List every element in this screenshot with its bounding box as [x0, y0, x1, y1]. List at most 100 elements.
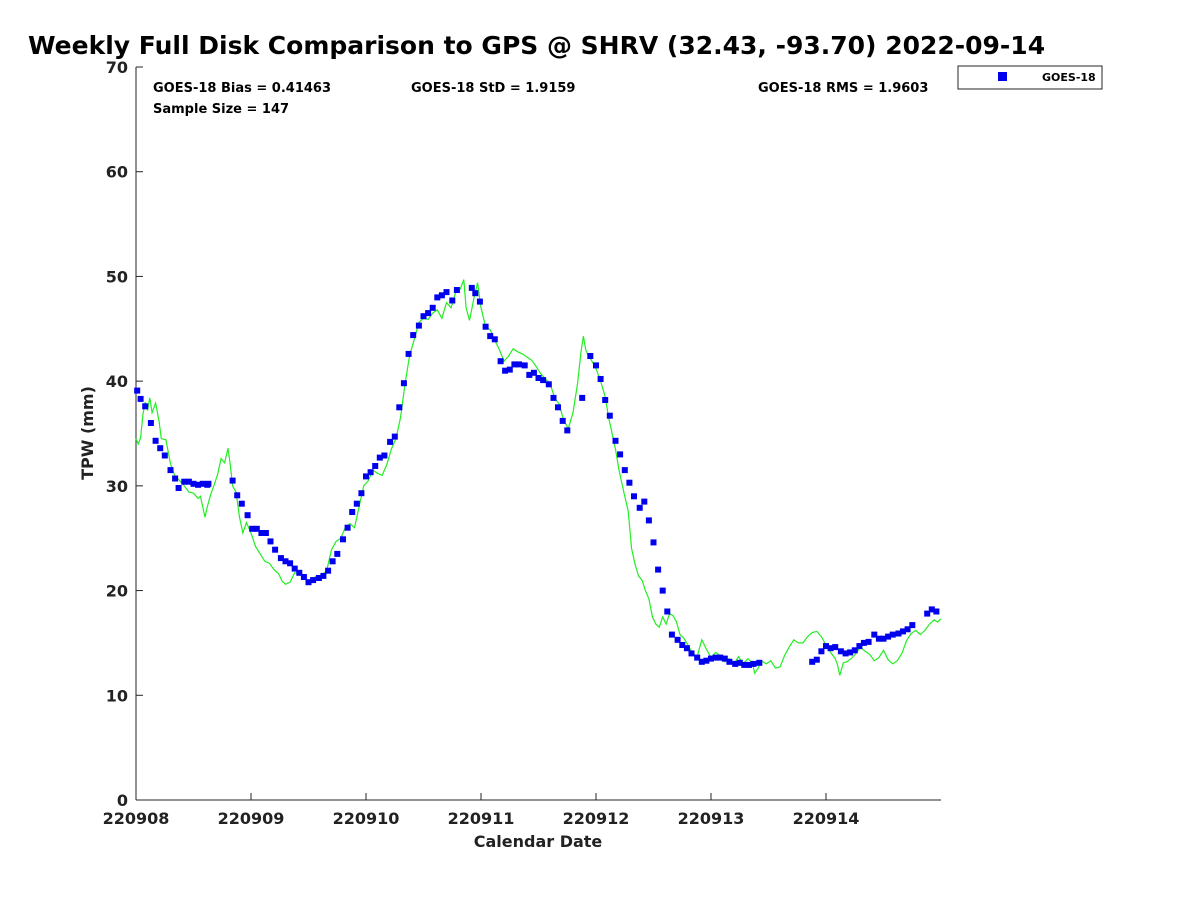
- legend: GOES-18: [957, 65, 1103, 90]
- goes-18-point: [291, 565, 298, 572]
- stat-bias: GOES-18 Bias = 0.41463: [153, 81, 331, 96]
- goes-18-point: [756, 659, 763, 666]
- goes-18-point: [895, 630, 902, 637]
- goes-18-point: [526, 371, 533, 378]
- goes-18-series: [134, 284, 940, 668]
- y-tick-label: 40: [106, 372, 128, 391]
- chart-title: Weekly Full Disk Comparison to GPS @ SHR…: [28, 31, 1045, 60]
- goes-18-point: [185, 478, 192, 485]
- goes-18-point: [679, 642, 686, 648]
- goes-18-point: [334, 550, 341, 557]
- goes-18-point: [933, 608, 940, 615]
- stat-sample-size: Sample Size = 147: [153, 102, 289, 117]
- goes-18-point: [300, 574, 307, 580]
- goes-18-point: [612, 437, 619, 444]
- goes-18-point: [472, 290, 479, 297]
- goes-18-point: [425, 310, 432, 317]
- goes-18-point: [721, 655, 728, 662]
- goes-18-point: [617, 451, 624, 458]
- goes-18-point: [262, 530, 269, 536]
- y-tick-label: 70: [106, 58, 128, 77]
- goes-18-point: [924, 610, 931, 617]
- goes-18-point: [234, 492, 241, 499]
- goes-18-point: [244, 512, 251, 519]
- goes-18-point: [310, 577, 317, 584]
- goes-18-point: [152, 437, 159, 444]
- goes-18-point: [847, 649, 854, 656]
- legend-label: GOES-18: [1042, 71, 1096, 84]
- goes-18-point: [267, 538, 274, 545]
- goes-18-point: [415, 322, 422, 329]
- goes-18-point: [453, 287, 460, 293]
- goes-18-point: [253, 525, 260, 532]
- goes-18-point: [434, 294, 441, 301]
- goes-18-point: [340, 536, 346, 543]
- goes-18-point: [587, 353, 594, 359]
- goes-18-point: [641, 498, 648, 505]
- goes-18-point: [134, 387, 141, 394]
- goes-18-point: [167, 467, 174, 474]
- goes-18-point: [353, 500, 360, 507]
- goes-18-point: [410, 332, 417, 339]
- goes-18-point: [885, 633, 892, 640]
- goes-18-point: [842, 650, 849, 657]
- y-tick-label: 20: [106, 582, 128, 601]
- goes-18-point: [438, 292, 445, 299]
- goes-18-point: [282, 558, 289, 565]
- x-axis-label: Calendar Date: [474, 832, 603, 851]
- goes-18-point: [449, 297, 456, 304]
- goes-18-point: [405, 350, 412, 357]
- y-tick-label: 10: [106, 686, 128, 705]
- x-tick-label: 220909: [218, 809, 285, 828]
- goes-18-point: [550, 394, 557, 401]
- goes-18-point: [429, 304, 436, 311]
- goes-18-point: [650, 539, 657, 546]
- goes-18-point: [516, 361, 522, 368]
- goes-18-point: [900, 628, 906, 635]
- goes-18-point: [827, 645, 834, 652]
- goes-18-point: [511, 361, 518, 368]
- goes-18-point: [631, 493, 637, 500]
- goes-18-point: [904, 626, 911, 633]
- goes-18-point: [376, 454, 383, 461]
- goes-18-point: [229, 477, 236, 484]
- x-tick-label: 220911: [448, 809, 515, 828]
- goes-18-point: [674, 636, 681, 643]
- goes-18-point: [381, 452, 388, 459]
- legend-marker: [998, 72, 1007, 81]
- goes-18-point: [880, 635, 887, 642]
- goes-18-point: [621, 467, 628, 474]
- goes-18-point: [837, 648, 844, 655]
- goes-18-point: [535, 375, 542, 381]
- goes-18-point: [287, 560, 294, 567]
- goes-18-point: [688, 650, 695, 657]
- y-tick-label: 60: [106, 163, 128, 182]
- goes-18-point: [703, 657, 710, 664]
- goes-18-point: [476, 298, 483, 305]
- goes-18-point: [655, 566, 662, 573]
- goes-18-point: [832, 644, 839, 651]
- goes-18-point: [860, 639, 867, 646]
- goes-18-point: [540, 377, 547, 384]
- goes-18-point: [928, 606, 935, 613]
- goes-18-point: [272, 546, 279, 553]
- goes-18-point: [602, 397, 609, 403]
- ticks: 0 10 20 30 40 50 60 70 220908 220909 220910 220911 2…: [103, 58, 860, 828]
- goes-18-point: [875, 635, 882, 642]
- goes-18-point: [741, 661, 748, 668]
- goes-18-point: [325, 567, 332, 574]
- goes-18-point: [579, 394, 586, 401]
- goes-18-point: [626, 479, 633, 486]
- stat-rms: GOES-18 RMS = 1.9603: [758, 81, 928, 96]
- y-tick-label: 30: [106, 477, 128, 496]
- goes-18-point: [856, 643, 863, 650]
- goes-18-point: [175, 485, 182, 491]
- goes-18-point: [363, 473, 369, 480]
- goes-18-point: [668, 631, 675, 638]
- goes-18-point: [491, 336, 498, 343]
- goes-18-point: [482, 323, 489, 330]
- goes-18-point: [909, 622, 916, 629]
- goes-18-point: [823, 643, 829, 650]
- goes-18-point: [443, 289, 450, 296]
